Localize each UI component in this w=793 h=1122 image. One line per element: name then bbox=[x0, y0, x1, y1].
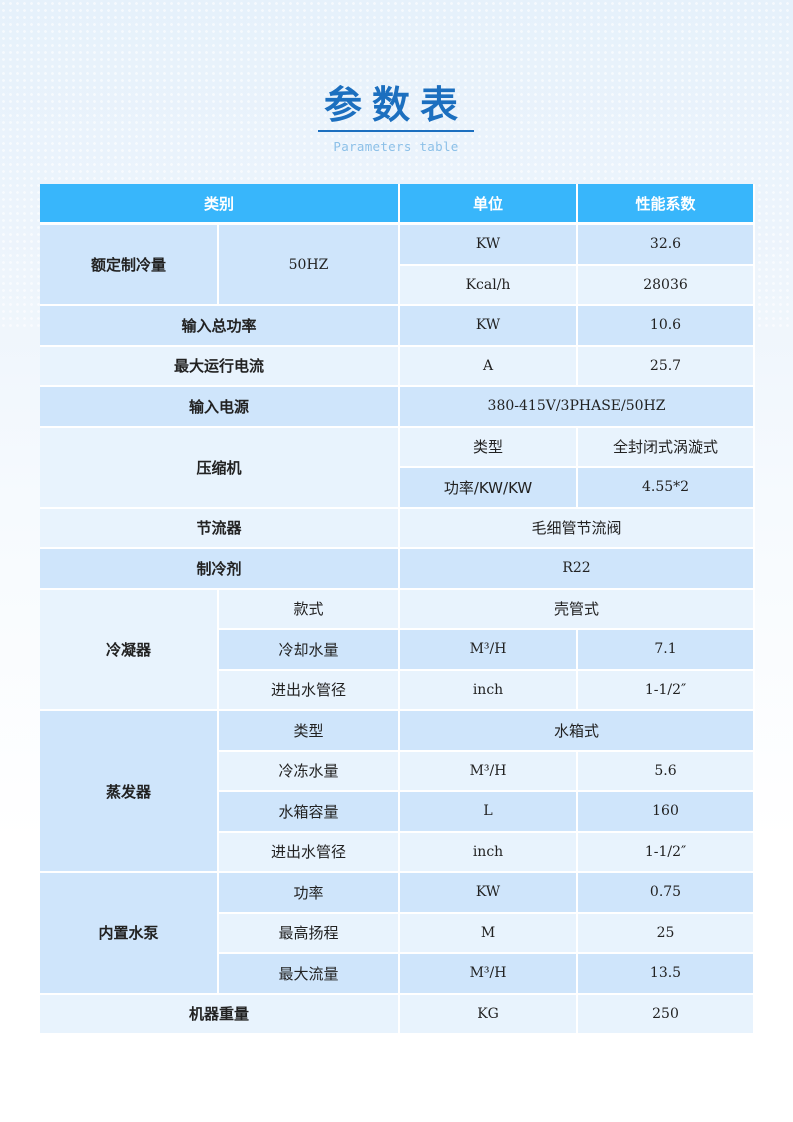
table-row: 输入总功率 KW 10.6 bbox=[40, 305, 756, 347]
table-row: 冷却水量 M³/H 7.1 bbox=[40, 629, 756, 671]
table-row: 制冷剂 R22 bbox=[40, 548, 756, 590]
table-row: 水箱容量 L 160 bbox=[40, 791, 756, 833]
header-value: 性能系数 bbox=[577, 184, 756, 225]
table-row: 冷冻水量 M³/H 5.6 bbox=[40, 750, 756, 792]
sub-label: 类型 bbox=[218, 710, 401, 752]
row-label: 压缩机 bbox=[40, 426, 401, 509]
unit-cell: M³/H bbox=[399, 750, 579, 792]
unit-cell: inch bbox=[399, 831, 579, 873]
table-row: 进出水管径 inch 1-1/2″ bbox=[40, 669, 756, 711]
table-row: 输入电源 380-415V/3PHASE/50HZ bbox=[40, 386, 756, 428]
value-cell: 壳管式 bbox=[399, 588, 756, 630]
table-row: 最大流量 M³/H 13.5 bbox=[40, 953, 756, 995]
value-cell: 32.6 bbox=[577, 223, 756, 266]
table-row: 最大运行电流 A 25.7 bbox=[40, 345, 756, 387]
sub-label: 款式 bbox=[218, 588, 401, 630]
table-row: 冷凝器 款式 壳管式 bbox=[40, 588, 756, 711]
unit-cell: L bbox=[399, 791, 579, 833]
table-row: 压缩机 类型 全封闭式涡漩式 bbox=[40, 426, 756, 509]
value-cell: 380-415V/3PHASE/50HZ bbox=[399, 386, 756, 428]
row-label: 冷凝器 bbox=[40, 588, 219, 711]
unit-cell: M³/H bbox=[399, 629, 579, 671]
unit-cell: A bbox=[399, 345, 579, 387]
value-cell: 0.75 bbox=[577, 872, 756, 914]
sub-label: 水箱容量 bbox=[218, 791, 401, 833]
value-cell: 25.7 bbox=[577, 345, 756, 387]
row-label: 制冷剂 bbox=[40, 548, 401, 590]
row-label: 节流器 bbox=[40, 507, 401, 549]
row-label: 机器重量 bbox=[40, 993, 401, 1035]
unit-cell: KW bbox=[399, 223, 579, 266]
value-cell: 毛细管节流阀 bbox=[399, 507, 756, 549]
row-label: 输入电源 bbox=[40, 386, 401, 428]
value-cell: 5.6 bbox=[577, 750, 756, 792]
value-cell: 4.55*2 bbox=[577, 467, 756, 509]
page-title: 参数表 bbox=[323, 82, 468, 127]
table-row: 蒸发器 类型 水箱式 bbox=[40, 710, 756, 873]
row-label: 输入总功率 bbox=[40, 305, 401, 347]
unit-cell: KW bbox=[399, 305, 579, 347]
header-unit: 单位 bbox=[399, 184, 579, 225]
value-cell: 13.5 bbox=[577, 953, 756, 995]
row-label: 最大运行电流 bbox=[40, 345, 401, 387]
row-sublabel: 50HZ bbox=[218, 223, 401, 306]
value-cell: 1-1/2″ bbox=[577, 831, 756, 873]
header-category: 类别 bbox=[40, 184, 401, 225]
sub-label: 类型 bbox=[399, 426, 579, 468]
unit-cell: Kcal/h bbox=[399, 264, 579, 306]
unit-cell: M³/H bbox=[399, 953, 579, 995]
table-row: 进出水管径 inch 1-1/2″ bbox=[40, 831, 756, 873]
value-cell: 7.1 bbox=[577, 629, 756, 671]
sub-label: 功率 bbox=[218, 872, 401, 914]
value-cell: 全封闭式涡漩式 bbox=[577, 426, 756, 468]
table-row: 内置水泵 功率 KW 0.75 bbox=[40, 872, 756, 995]
title-underline bbox=[318, 130, 474, 132]
sub-label: 功率/KW/KW bbox=[399, 467, 579, 509]
value-cell: R22 bbox=[399, 548, 756, 590]
unit-cell: M bbox=[399, 912, 579, 954]
value-cell: 10.6 bbox=[577, 305, 756, 347]
sub-label: 冷冻水量 bbox=[218, 750, 401, 792]
unit-cell: inch bbox=[399, 669, 579, 711]
parameters-table: 类别 单位 性能系数 额定制冷量 50HZ KW 32.6 Kcal/h 280… bbox=[40, 184, 756, 1035]
unit-cell: KW bbox=[399, 872, 579, 914]
value-cell: 水箱式 bbox=[399, 710, 756, 752]
value-cell: 28036 bbox=[577, 264, 756, 306]
value-cell: 160 bbox=[577, 791, 756, 833]
sub-label: 最高扬程 bbox=[218, 912, 401, 954]
row-label: 蒸发器 bbox=[40, 710, 219, 873]
unit-cell: KG bbox=[399, 993, 579, 1035]
table-row: 额定制冷量 50HZ KW 32.6 bbox=[40, 223, 756, 306]
table-row: 节流器 毛细管节流阀 bbox=[40, 507, 756, 549]
table-row: 机器重量 KG 250 bbox=[40, 993, 756, 1035]
sub-label: 进出水管径 bbox=[218, 831, 401, 873]
table-header: 类别 单位 性能系数 bbox=[40, 184, 756, 225]
value-cell: 250 bbox=[577, 993, 756, 1035]
table-row: 最高扬程 M 25 bbox=[40, 912, 756, 954]
value-cell: 1-1/2″ bbox=[577, 669, 756, 711]
table-row: Kcal/h 28036 bbox=[40, 264, 756, 306]
row-label: 内置水泵 bbox=[40, 872, 219, 995]
row-label: 额定制冷量 bbox=[40, 223, 219, 306]
value-cell: 25 bbox=[577, 912, 756, 954]
sub-label: 进出水管径 bbox=[218, 669, 401, 711]
table-row: 功率/KW/KW 4.55*2 bbox=[40, 467, 756, 509]
page-subtitle: Parameters table bbox=[333, 139, 459, 154]
sub-label: 冷却水量 bbox=[218, 629, 401, 671]
sub-label: 最大流量 bbox=[218, 953, 401, 995]
